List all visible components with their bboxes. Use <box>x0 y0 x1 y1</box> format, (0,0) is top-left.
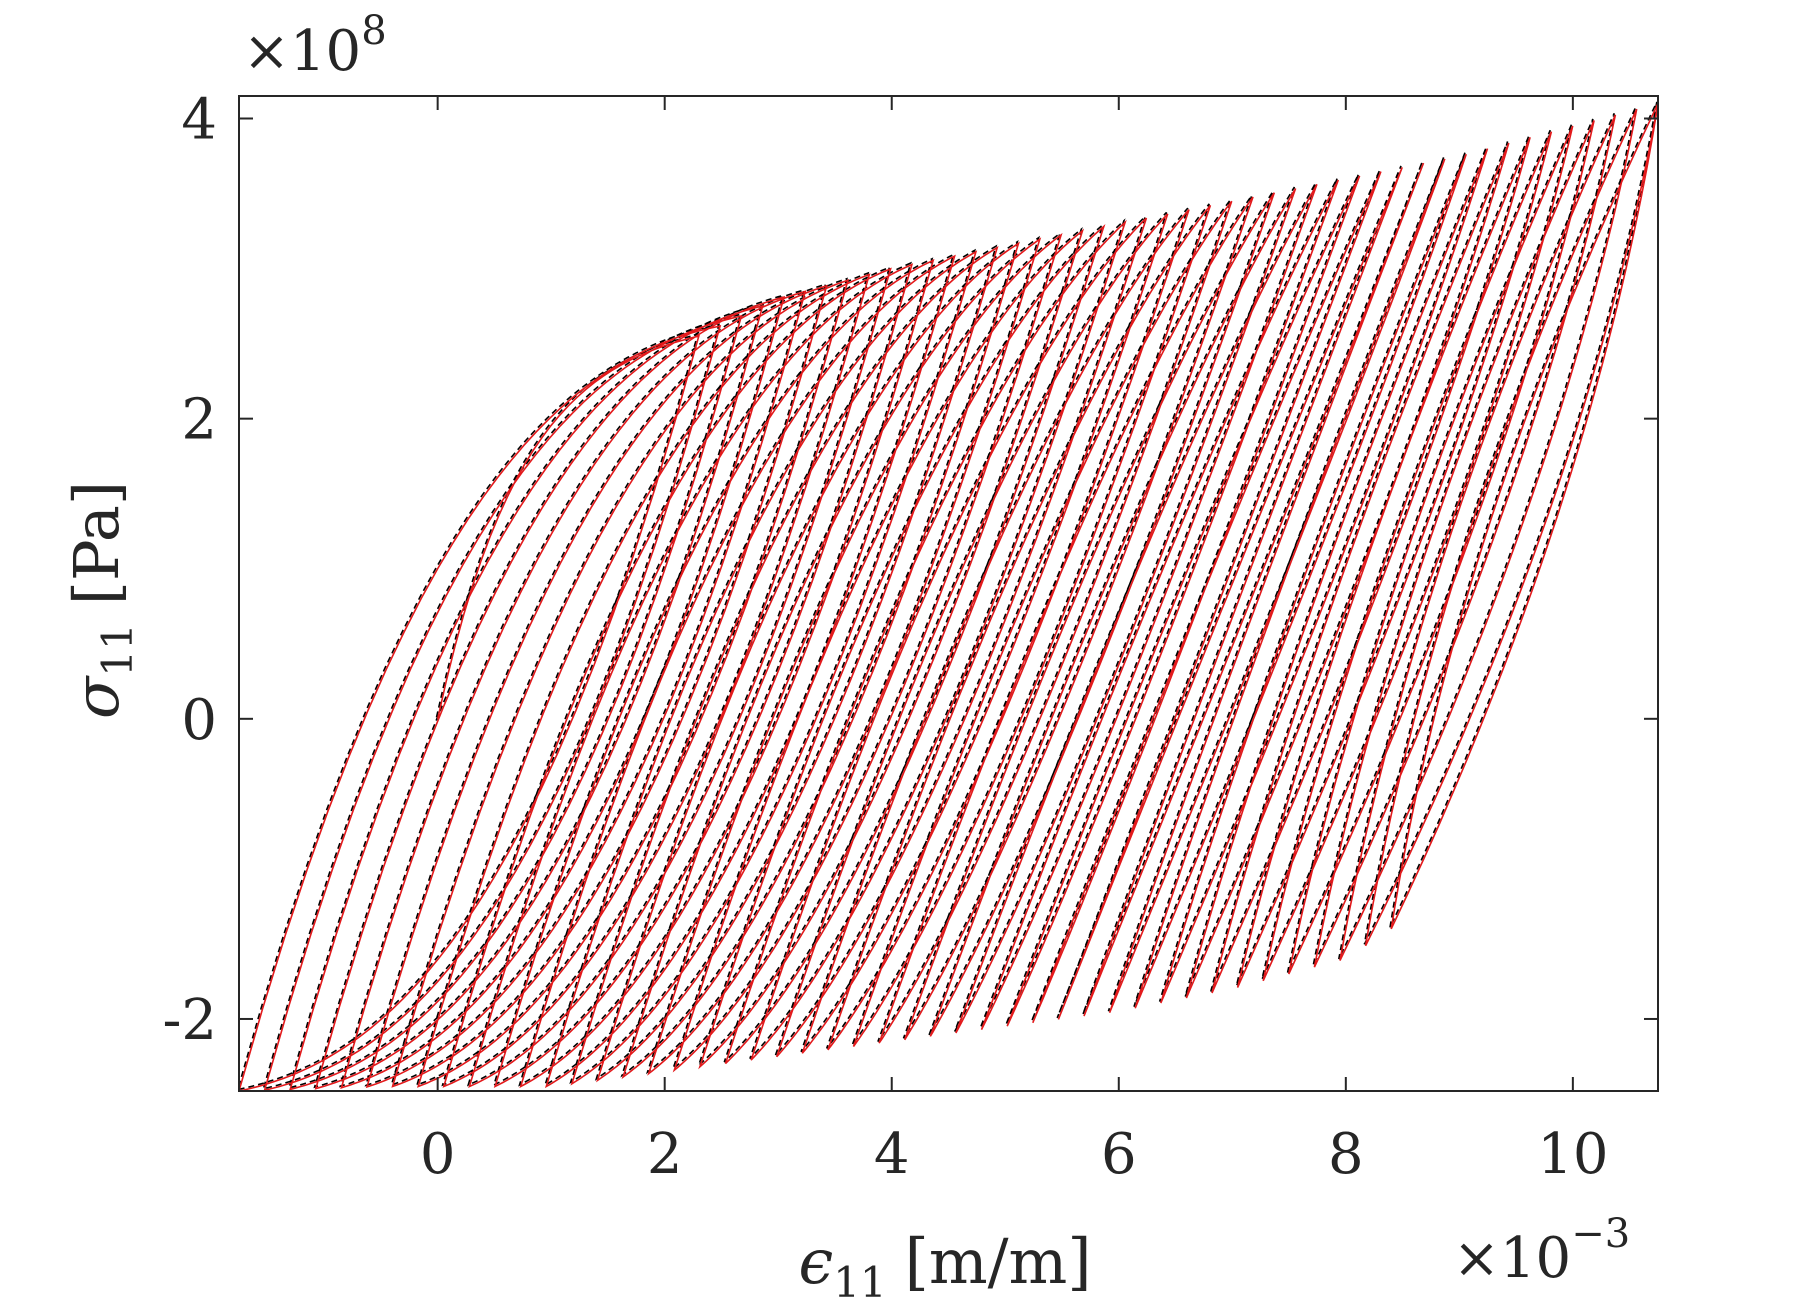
y-axis-label: σ11 [Pa] <box>60 481 142 719</box>
series-dashed-black <box>239 101 1658 1091</box>
x-tick-label: 0 <box>420 1122 456 1187</box>
x-exponent-label: ×10−3 <box>1453 1211 1630 1291</box>
y-axis-unit: [Pa] <box>60 481 133 605</box>
x-axis-ticks: 0 2 4 6 8 10 <box>420 96 1608 1187</box>
x-tick-label: 4 <box>874 1122 910 1187</box>
y-tick-label: 4 <box>181 88 217 153</box>
x-axis-subscript: 11 <box>833 1258 886 1297</box>
x-tick-label: 6 <box>1101 1122 1137 1187</box>
x-axis-label: ϵ11 [m/m] <box>798 1225 1091 1297</box>
plot-area <box>239 101 1658 1091</box>
y-tick-label: 2 <box>181 388 217 453</box>
y-axis-ticks: -2 0 2 4 <box>162 88 1658 1053</box>
x-tick-label: 2 <box>647 1122 683 1187</box>
axes-frame <box>238 95 1659 1092</box>
y-exponent-label: ×108 <box>243 8 387 84</box>
x-tick-label: 8 <box>1328 1122 1364 1187</box>
series-solid-red <box>239 103 1658 1091</box>
y-tick-label: -2 <box>162 988 217 1053</box>
y-axis-symbol: σ <box>60 675 133 719</box>
x-axis-unit: [m/m] <box>905 1225 1092 1297</box>
y-tick-label: 0 <box>181 688 217 753</box>
x-tick-label: 10 <box>1537 1122 1608 1187</box>
x-axis-symbol: ϵ <box>798 1225 833 1297</box>
y-axis-subscript: 11 <box>93 623 142 676</box>
